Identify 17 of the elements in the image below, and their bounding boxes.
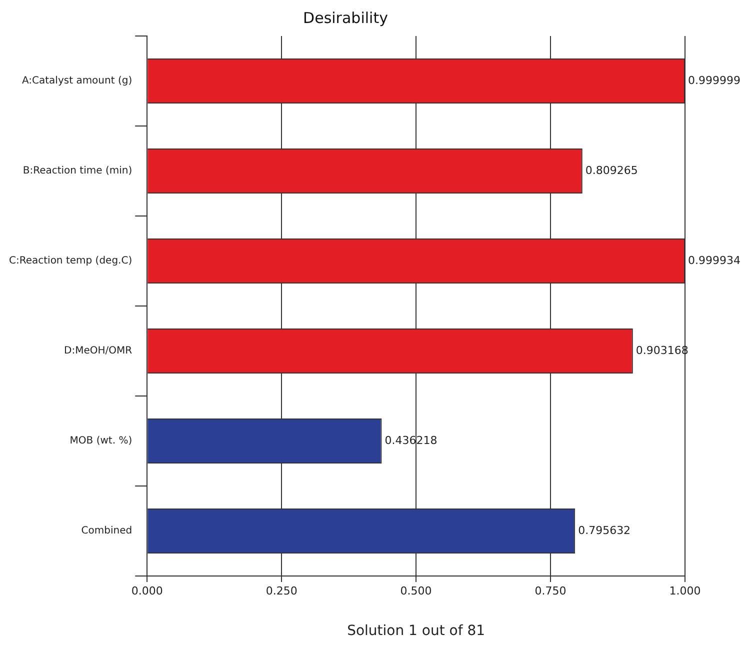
y-tick-label: Combined (81, 526, 132, 537)
y-tick-label: B:Reaction time (min) (22, 166, 132, 177)
x-tick-label: 0.000 (131, 584, 163, 598)
x-tick-label: 0.500 (400, 584, 432, 598)
y-tick-label: C:Reaction temp (deg.C) (8, 256, 132, 267)
x-tick-label: 0.750 (534, 584, 566, 598)
y-tick-label: A:Catalyst amount (g) (22, 76, 132, 87)
x-axis-title: Solution 1 out of 81 (347, 623, 486, 640)
y-tick-label: D:MeOH/OMR (64, 346, 132, 357)
data-label: 0.795632 (578, 524, 631, 537)
chart-title: Desirability (303, 8, 388, 27)
x-tick-label: 0.250 (266, 584, 298, 598)
data-label: 0.809265 (585, 164, 638, 177)
data-label: 0.999934 (688, 254, 740, 267)
data-label: 0.999999 (688, 74, 740, 87)
x-tick-label: 1.000 (669, 584, 701, 598)
y-tick-label: MOB (wt. %) (70, 436, 132, 447)
